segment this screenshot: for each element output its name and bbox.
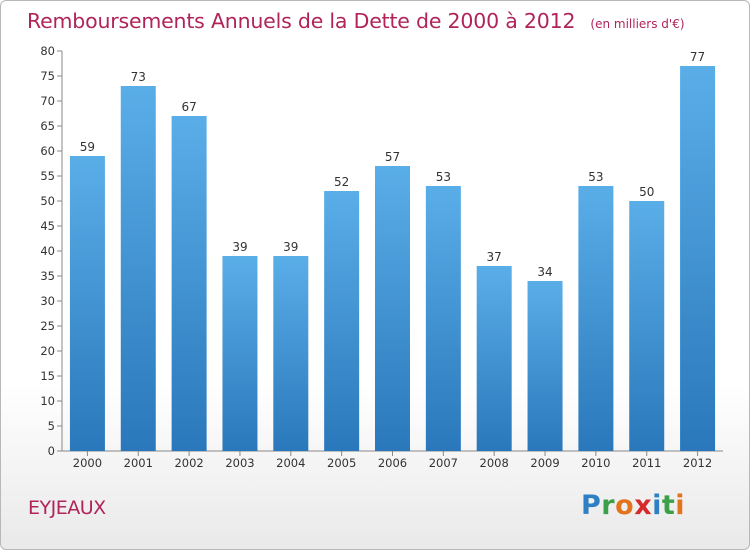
y-tick-label: 25 <box>40 319 55 333</box>
value-label-2003: 39 <box>232 240 247 254</box>
value-label-2000: 59 <box>80 140 95 154</box>
x-tick-label-2004: 2004 <box>276 456 305 470</box>
bar-2000 <box>69 156 105 451</box>
y-tick-label: 75 <box>40 69 55 83</box>
x-tick-label-2008: 2008 <box>480 456 509 470</box>
x-tick-label-2001: 2001 <box>124 456 153 470</box>
x-tick-label-2000: 2000 <box>73 456 102 470</box>
x-tick-label-2005: 2005 <box>327 456 356 470</box>
value-label-2004: 39 <box>283 240 298 254</box>
bar-2007 <box>425 186 461 451</box>
y-tick-label: 0 <box>48 444 55 458</box>
bar-2002 <box>171 116 207 451</box>
value-label-2006: 57 <box>385 150 400 164</box>
proxiti-logo[interactable]: Proxiti <box>581 490 686 521</box>
x-tick-label-2012: 2012 <box>683 456 712 470</box>
y-tick-label: 30 <box>40 294 55 308</box>
value-label-2002: 67 <box>181 100 196 114</box>
bar-2004 <box>273 256 309 451</box>
x-tick-label-2007: 2007 <box>429 456 458 470</box>
y-tick-label: 5 <box>48 419 55 433</box>
bar-2005 <box>324 191 360 451</box>
bar-2011 <box>629 201 665 451</box>
bar-2006 <box>375 166 410 451</box>
y-tick-label: 10 <box>40 394 55 408</box>
bar-2012 <box>680 66 716 451</box>
y-tick-label: 80 <box>40 44 55 58</box>
chart-subtitle: (en milliers d'€) <box>590 17 685 31</box>
bar-2001 <box>120 86 156 451</box>
value-label-2001: 73 <box>131 70 146 84</box>
value-labels: 59 73 67 39 39 52 57 53 37 34 53 50 77 <box>80 50 705 279</box>
y-tick-label: 20 <box>40 344 55 358</box>
bars <box>69 66 716 451</box>
y-tick-label: 65 <box>40 119 55 133</box>
value-label-2007: 53 <box>436 170 451 184</box>
y-tick-label: 35 <box>40 269 55 283</box>
title-row: Remboursements Annuels de la Dette de 20… <box>27 9 685 33</box>
chart-title: Remboursements Annuels de la Dette de 20… <box>27 9 576 33</box>
value-label-2011: 50 <box>639 185 654 199</box>
x-tick-label-2003: 2003 <box>225 456 254 470</box>
y-tick-label: 15 <box>40 369 55 383</box>
bar-2009 <box>527 281 563 451</box>
x-tick-label-2010: 2010 <box>581 456 610 470</box>
value-label-2010: 53 <box>588 170 603 184</box>
value-label-2012: 77 <box>690 50 705 64</box>
value-label-2005: 52 <box>334 175 349 189</box>
x-tick-label-2009: 2009 <box>530 456 559 470</box>
commune-name: EYJEAUX <box>28 497 106 519</box>
x-tick-label-2002: 2002 <box>174 456 203 470</box>
y-tick-label: 60 <box>40 144 55 158</box>
value-label-2008: 37 <box>487 250 502 264</box>
y-tick-label: 40 <box>40 244 55 258</box>
bar-2010 <box>578 186 614 451</box>
y-tick-label: 55 <box>40 169 55 183</box>
y-tick-label: 50 <box>40 194 55 208</box>
x-tick-label-2006: 2006 <box>378 456 407 470</box>
y-tick-label: 70 <box>40 94 55 108</box>
y-tick-label: 45 <box>40 219 55 233</box>
value-label-2009: 34 <box>537 265 552 279</box>
bar-2003 <box>222 256 258 451</box>
x-tick-label-2011: 2011 <box>632 456 661 470</box>
bar-2008 <box>476 266 512 451</box>
axes: 0 5 10 15 20 25 30 35 40 45 50 55 60 65 70 75 80 2000 2001… <box>40 44 723 470</box>
